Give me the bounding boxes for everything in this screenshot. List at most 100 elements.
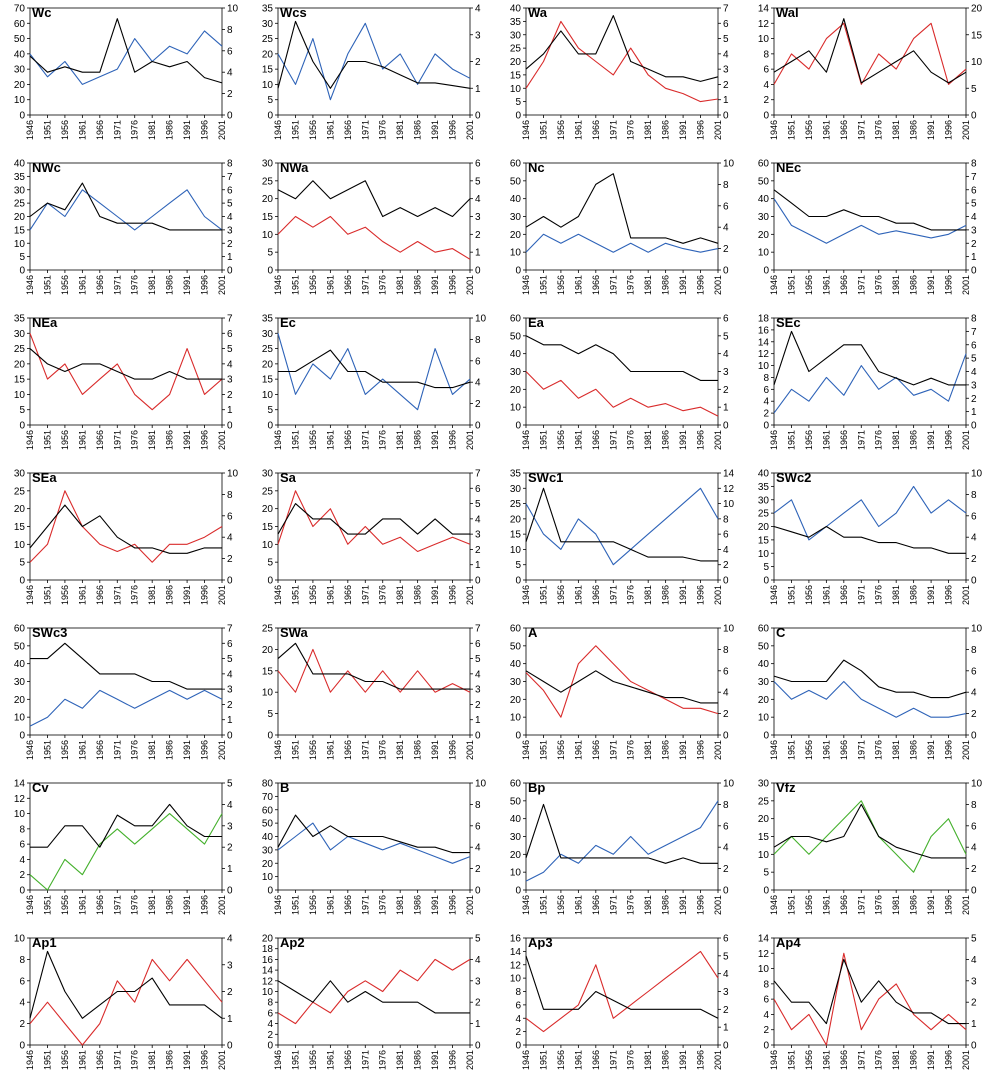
chart-panel-wa: 0 5 10 15 20 25 30 35 40 0 1 2 3 4 5 6 7 1946 1951 1956 1961…: [496, 0, 744, 155]
y-tick-label: 30: [510, 677, 522, 688]
y-tick-label: 14: [14, 779, 26, 790]
x-tick-label: 1981: [891, 740, 901, 760]
plot-frame: [277, 627, 471, 736]
y2-tick-label: 2: [971, 709, 977, 720]
x-tick-label: 1966: [95, 120, 105, 140]
chart-title: C: [776, 625, 786, 640]
y-tick-label: 0: [515, 576, 521, 587]
y-tick-label: 50: [510, 331, 522, 342]
x-tick-label: 1986: [413, 430, 423, 450]
series-line-black: [277, 503, 470, 535]
chart-title: NEc: [776, 160, 802, 175]
y2-tick-label: 8: [475, 800, 481, 811]
y2-tick-label: 7: [971, 327, 977, 338]
y2-tick-label: 1: [475, 560, 481, 571]
y2-tick-label: 4: [227, 359, 233, 370]
y-tick-label: 40: [758, 659, 770, 670]
chart-title: B: [280, 780, 290, 795]
y-tick-label: 0: [19, 266, 25, 277]
y2-tick-label: 1: [723, 95, 729, 106]
x-tick-label: 1991: [926, 895, 936, 915]
chart-title: NWa: [280, 160, 309, 175]
y-tick-label: 10: [14, 809, 26, 820]
series-line-black: [278, 349, 471, 389]
y2-tick-label: 5: [723, 34, 729, 45]
x-tick-label: 1991: [926, 585, 936, 605]
x-tick-label: 1981: [147, 120, 157, 140]
y2-tick-label: 3: [475, 685, 481, 696]
series-line-black: [773, 189, 966, 231]
x-tick-label: 1981: [643, 275, 653, 295]
series-line-black: [277, 814, 470, 854]
chart-title: SWc3: [32, 625, 68, 640]
x-tick-label: 1946: [769, 585, 779, 605]
series-line-black: [773, 659, 967, 699]
y2-tick-label: 6: [227, 511, 233, 522]
x-tick-label: 1996: [200, 740, 210, 760]
y-tick-label: 30: [262, 329, 274, 340]
y2-tick-label: 6: [723, 19, 729, 30]
chart-svg: 0 10 20 30 40 50 60 70 80 0 2 4 6 8 10 1946 1951 1956 1961…: [262, 779, 487, 916]
x-tick-label: 1951: [786, 1050, 796, 1070]
y-tick-label: 18: [262, 944, 274, 955]
y2-tick-label: 10: [971, 57, 983, 68]
y2-tick-label: 2: [227, 843, 233, 854]
y-tick-label: 30: [510, 484, 522, 495]
y-tick-label: 20: [262, 934, 274, 945]
x-tick-label: 1976: [874, 740, 884, 760]
x-tick-label: 1966: [343, 895, 353, 915]
x-tick-label: 1981: [395, 430, 405, 450]
y2-tick-label: 10: [971, 624, 983, 635]
plot-frame: [525, 472, 719, 581]
y2-tick-label: 6: [971, 666, 977, 677]
x-tick-label: 1966: [343, 1050, 353, 1070]
x-tick-label: 1971: [112, 120, 122, 140]
x-tick-label: 1986: [413, 740, 423, 760]
y-tick-label: 60: [510, 159, 522, 170]
y2-tick-label: 2: [227, 554, 233, 565]
y-tick-label: 14: [758, 934, 770, 945]
y2-tick-label: 4: [227, 212, 233, 223]
x-tick-label: 1951: [786, 895, 796, 915]
y-tick-label: 35: [510, 17, 522, 28]
x-tick-label: 1996: [200, 275, 210, 295]
chart-title: Wc: [32, 5, 52, 20]
series-line-blue: [277, 333, 471, 411]
series-line-black: [773, 958, 966, 1025]
y-tick-label: 0: [515, 266, 521, 277]
x-tick-label: 1976: [626, 430, 636, 450]
x-tick-label: 1966: [839, 740, 849, 760]
y2-tick-label: 4: [971, 212, 977, 223]
x-tick-label: 1961: [573, 895, 583, 915]
x-tick-label: 1971: [112, 895, 122, 915]
plot-frame: [29, 7, 223, 116]
chart-title: Bp: [528, 780, 546, 795]
y-tick-label: 25: [262, 176, 274, 187]
plot-frame: [525, 627, 719, 736]
x-tick-label: 1956: [308, 740, 318, 760]
series-line-red: [277, 958, 471, 1025]
y-tick-label: 60: [758, 624, 770, 635]
y2-tick-label: 4: [971, 688, 977, 699]
x-tick-label: 1956: [308, 1050, 318, 1070]
y-tick-label: 0: [763, 111, 769, 122]
chart-title: Wcs: [280, 5, 307, 20]
x-tick-label: 1951: [42, 120, 52, 140]
x-tick-label: 1991: [678, 1050, 688, 1070]
x-tick-label: 1951: [290, 585, 300, 605]
y-tick-label: 4: [763, 1010, 769, 1021]
chart-title: Ec: [280, 315, 296, 330]
y-tick-label: 50: [14, 641, 26, 652]
x-tick-label: 1991: [926, 1050, 936, 1070]
x-tick-label: 1996: [696, 275, 706, 295]
x-tick-label: 1966: [343, 585, 353, 605]
x-tick-label: 1946: [769, 740, 779, 760]
y-tick-label: 16: [758, 325, 770, 336]
chart-panel-sec: 0 2 4 6 8 10 12 14 16 18 0 1 2 3 4 5 6 7 8 1946 1951 1956 1961…: [744, 310, 992, 465]
x-tick-label: 1956: [804, 120, 814, 140]
y-tick-label: 20: [262, 194, 274, 205]
x-tick-label: 1986: [909, 120, 919, 140]
x-tick-label: 1971: [608, 740, 618, 760]
